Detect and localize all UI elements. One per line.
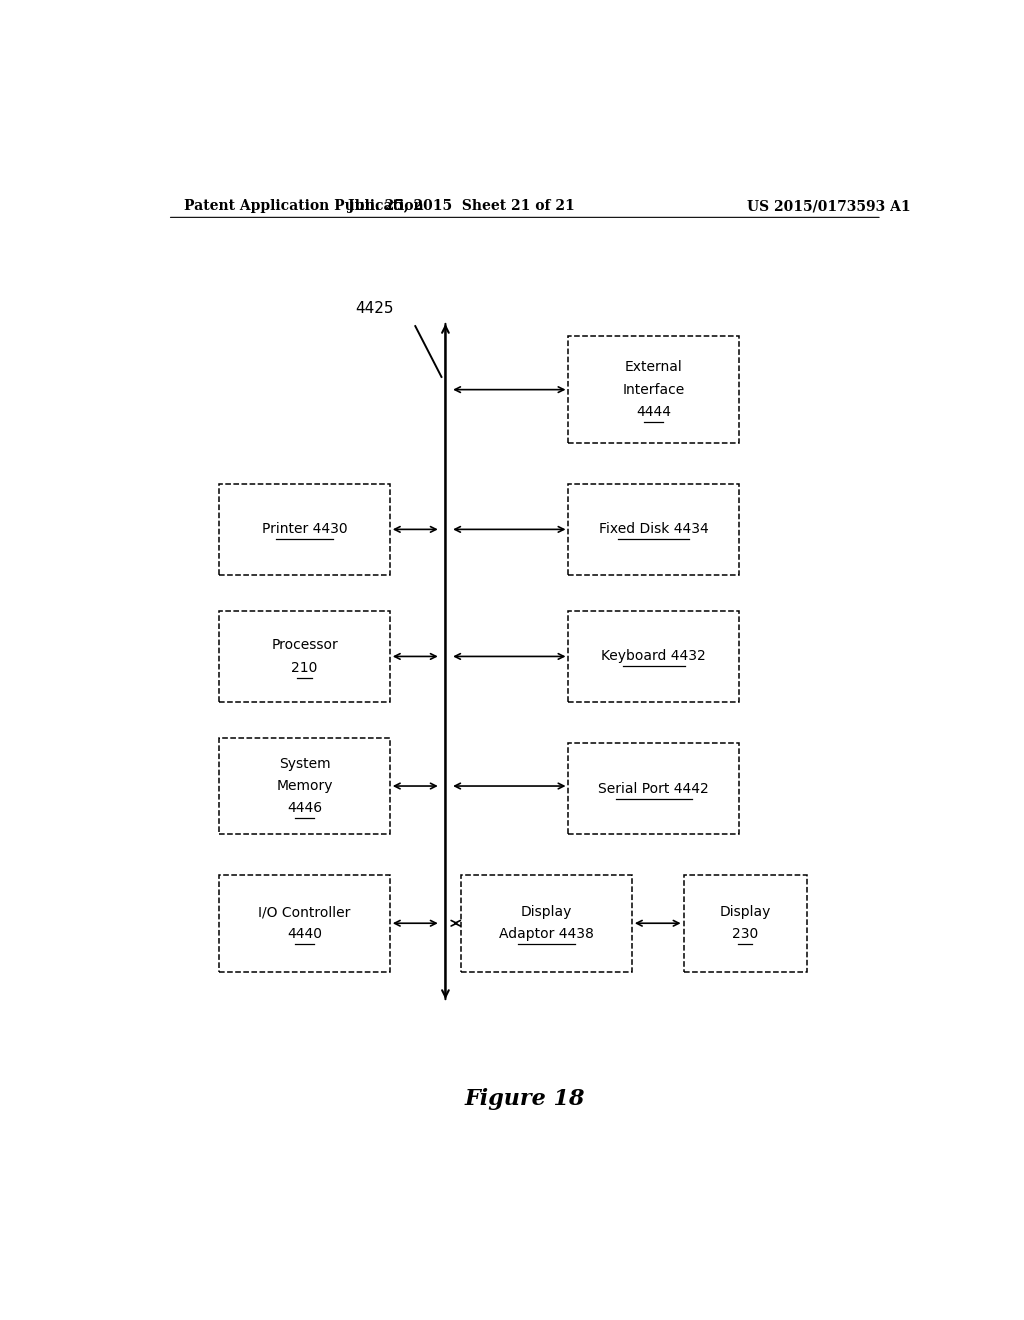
Bar xyxy=(461,875,632,972)
Text: I/O Controller: I/O Controller xyxy=(258,906,351,919)
Bar xyxy=(219,483,390,576)
Text: 4440: 4440 xyxy=(287,928,323,941)
Text: 4446: 4446 xyxy=(287,801,323,816)
Bar xyxy=(568,743,739,834)
Bar xyxy=(568,611,739,702)
Text: Interface: Interface xyxy=(623,383,685,396)
Text: External: External xyxy=(625,360,683,375)
Text: 210: 210 xyxy=(292,660,317,675)
Text: Keyboard 4432: Keyboard 4432 xyxy=(601,649,707,664)
Text: 230: 230 xyxy=(732,928,758,941)
Text: 4444: 4444 xyxy=(636,405,672,418)
Text: Adaptor 4438: Adaptor 4438 xyxy=(499,928,594,941)
Text: Serial Port 4442: Serial Port 4442 xyxy=(598,781,710,796)
Text: Memory: Memory xyxy=(276,779,333,793)
Text: Fixed Disk 4434: Fixed Disk 4434 xyxy=(599,523,709,536)
Bar xyxy=(684,875,807,972)
Text: Patent Application Publication: Patent Application Publication xyxy=(183,199,423,213)
Bar xyxy=(219,875,390,972)
Text: System: System xyxy=(279,756,331,771)
Bar xyxy=(568,337,739,444)
Text: Printer 4430: Printer 4430 xyxy=(262,523,347,536)
Text: Processor: Processor xyxy=(271,639,338,652)
Text: Figure 18: Figure 18 xyxy=(465,1088,585,1110)
Text: Jun. 25, 2015  Sheet 21 of 21: Jun. 25, 2015 Sheet 21 of 21 xyxy=(348,199,574,213)
Text: Display: Display xyxy=(719,906,771,919)
Text: Display: Display xyxy=(521,906,572,919)
Text: US 2015/0173593 A1: US 2015/0173593 A1 xyxy=(748,199,910,213)
Bar xyxy=(568,483,739,576)
Text: 4425: 4425 xyxy=(355,301,394,315)
Bar xyxy=(219,611,390,702)
Bar xyxy=(219,738,390,834)
